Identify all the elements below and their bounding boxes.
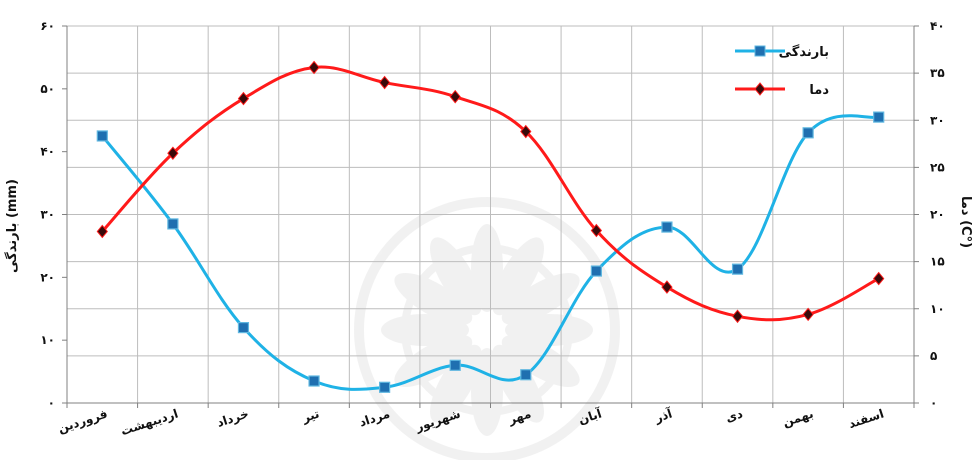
watermark-petal [381, 314, 469, 346]
series-temperature [96, 60, 885, 324]
left-tick-label: ۳۰ [40, 208, 55, 222]
data-point-diamond [661, 280, 673, 294]
left-tick-label: ۵۰ [40, 82, 55, 96]
category-label: اسفند [847, 407, 886, 432]
category-label: مرداد [357, 407, 391, 430]
watermark-petal [394, 273, 473, 325]
data-point-diamond [802, 307, 814, 322]
data-point-square [449, 359, 461, 371]
left-tick-label: ۶۰ [40, 19, 55, 33]
right-tick-label: ۵ [930, 349, 937, 363]
category-label: خرداد [215, 407, 250, 430]
watermark-petal [430, 237, 482, 316]
data-point-diamond [873, 271, 885, 286]
category-label: دی [724, 407, 745, 426]
right-tick-label: ۱۰ [930, 302, 945, 316]
category-label: آبان [576, 405, 604, 427]
data-point-square [873, 111, 885, 123]
data-point-square [590, 265, 602, 277]
data-point-square [731, 263, 744, 275]
right-tick-label: ۲۰ [930, 208, 945, 222]
watermark-emblem [354, 197, 620, 460]
data-point-diamond [378, 75, 391, 90]
left-tick-label: ۲۰ [40, 270, 55, 284]
left-tick-label: ۴۰ [40, 145, 55, 159]
data-point-square [167, 218, 179, 230]
legend-item: بارندگی [735, 44, 829, 60]
data-point-diamond [590, 223, 603, 238]
data-point-square [520, 369, 532, 381]
category-label: تیر [300, 407, 321, 426]
data-point-square [96, 130, 108, 142]
right-tick-label: ۳۰ [930, 113, 945, 127]
data-point-square [308, 375, 320, 387]
data-point-square [661, 221, 673, 233]
left-axis-ticks: ۰ ۱۰ ۲۰ ۳۰ ۴۰ ۵۰ ۶۰ [40, 19, 67, 410]
category-label: بهمن [781, 407, 815, 430]
data-point-square [802, 127, 814, 139]
data-point-diamond [731, 309, 744, 324]
right-axis-ticks: ۰ ۵ ۱۰ ۱۵ ۲۰ ۲۵ ۳۰ ۳۵ ۴۰ [914, 19, 945, 410]
legend-label: دما [809, 83, 829, 98]
category-label: اردیبهشت [119, 407, 180, 439]
watermark-petal [501, 273, 580, 325]
series-lines [96, 60, 885, 393]
data-point-diamond [449, 89, 461, 104]
data-point-diamond [96, 224, 108, 239]
data-point-square [379, 381, 391, 393]
series-line [101, 114, 880, 391]
data-point-square [237, 322, 250, 334]
series-precipitation [96, 111, 885, 393]
right-tick-label: ۰ [930, 396, 937, 410]
data-point-diamond [308, 60, 320, 75]
category-label: آذر [652, 405, 675, 425]
right-tick-label: ۴۰ [930, 19, 945, 33]
right-tick-label: ۱۵ [930, 255, 945, 269]
right-tick-label: ۳۵ [930, 66, 945, 80]
right-tick-label: ۲۵ [930, 160, 945, 174]
watermark-petal [505, 314, 593, 346]
watermark-petal [471, 224, 503, 312]
left-tick-label: ۱۰ [40, 333, 55, 347]
data-point-diamond [520, 124, 532, 139]
watermark-petal [394, 335, 473, 387]
legend-item: دما [735, 82, 829, 98]
gridlines [66, 25, 915, 404]
left-axis-title: بارندگی (mm) [4, 179, 20, 273]
legend-label: بارندگی [779, 44, 829, 60]
right-axis-title: دما (C°) [958, 196, 973, 248]
left-tick-label: ۰ [48, 396, 55, 410]
data-point-diamond [237, 91, 250, 106]
legend-square-marker [754, 45, 766, 57]
data-point-diamond [167, 146, 179, 161]
legend: بارندگی دما [735, 44, 829, 98]
legend-diamond-marker [754, 82, 766, 96]
watermark-petal [492, 237, 544, 316]
category-label: فروردین [56, 407, 109, 437]
